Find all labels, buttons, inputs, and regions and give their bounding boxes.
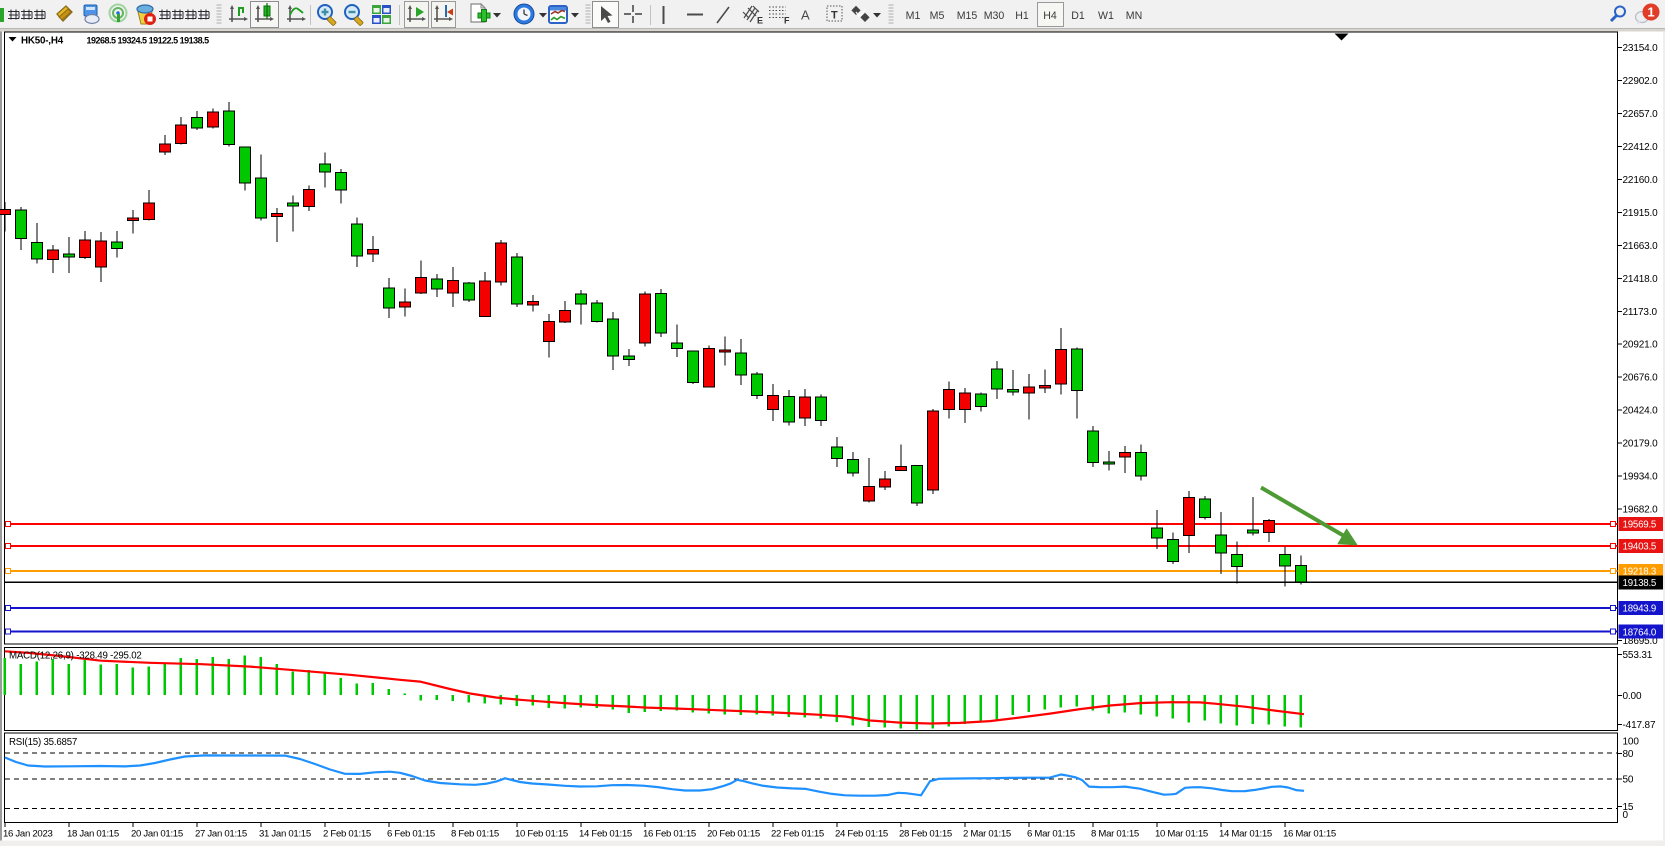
svg-text:0.00: 0.00: [1623, 691, 1642, 702]
svg-text:20424.0: 20424.0: [1623, 406, 1659, 417]
svg-text:M15: M15: [957, 10, 978, 22]
svg-text:19403.5: 19403.5: [1623, 542, 1657, 553]
svg-text:21915.0: 21915.0: [1623, 208, 1659, 219]
svg-text:20 Jan 01:15: 20 Jan 01:15: [131, 829, 183, 840]
svg-text:21418.0: 21418.0: [1623, 274, 1659, 285]
svg-text:8 Mar 01:15: 8 Mar 01:15: [1091, 829, 1139, 840]
svg-text:20179.0: 20179.0: [1623, 439, 1659, 450]
svg-text:28 Feb 01:15: 28 Feb 01:15: [899, 829, 952, 840]
svg-text:8 Feb 01:15: 8 Feb 01:15: [451, 829, 499, 840]
svg-text:22657.0: 22657.0: [1623, 109, 1659, 120]
svg-text:18 Jan 01:15: 18 Jan 01:15: [67, 829, 119, 840]
svg-text:A: A: [801, 8, 810, 23]
svg-text:D1: D1: [1071, 10, 1085, 22]
svg-text:20676.0: 20676.0: [1623, 373, 1659, 384]
svg-text:T: T: [831, 10, 838, 22]
svg-text:22 Feb 01:15: 22 Feb 01:15: [771, 829, 824, 840]
svg-text:-417.87: -417.87: [1623, 720, 1656, 731]
svg-text:19934.0: 19934.0: [1623, 472, 1659, 483]
svg-text:H4: H4: [1043, 10, 1057, 22]
svg-text:21173.0: 21173.0: [1623, 307, 1658, 318]
svg-text:M30: M30: [984, 10, 1005, 22]
svg-text:18764.0: 18764.0: [1623, 627, 1657, 638]
svg-text:0: 0: [1623, 810, 1629, 821]
svg-text:F: F: [784, 16, 790, 26]
svg-text:14 Mar 01:15: 14 Mar 01:15: [1219, 829, 1272, 840]
svg-text:2 Mar 01:15: 2 Mar 01:15: [963, 829, 1011, 840]
svg-text:E: E: [757, 16, 763, 26]
svg-text:24 Feb 01:15: 24 Feb 01:15: [835, 829, 888, 840]
svg-text:18695.0: 18695.0: [1623, 636, 1659, 647]
svg-text:RSI(15) 35.6857: RSI(15) 35.6857: [9, 737, 77, 748]
svg-text:19218.3: 19218.3: [1623, 567, 1657, 578]
svg-text:15: 15: [1623, 802, 1634, 813]
svg-text:31 Jan 01:15: 31 Jan 01:15: [259, 829, 311, 840]
svg-text:22902.0: 22902.0: [1623, 76, 1659, 87]
svg-text:6 Mar 01:15: 6 Mar 01:15: [1027, 829, 1075, 840]
svg-text:553.31: 553.31: [1623, 650, 1653, 661]
svg-text:HK50-,H4: HK50-,H4: [21, 35, 64, 46]
svg-text:M1: M1: [906, 10, 921, 22]
svg-text:16 Feb 01:15: 16 Feb 01:15: [643, 829, 696, 840]
svg-text:MN: MN: [1126, 10, 1142, 22]
svg-text:MACD(12,26,9) -328.49 -295.02: MACD(12,26,9) -328.49 -295.02: [9, 651, 142, 662]
svg-text:20 Feb 01:15: 20 Feb 01:15: [707, 829, 760, 840]
svg-text:50: 50: [1623, 775, 1634, 786]
svg-text:14 Feb 01:15: 14 Feb 01:15: [579, 829, 632, 840]
svg-text:80: 80: [1623, 749, 1634, 760]
svg-text:18943.9: 18943.9: [1623, 604, 1657, 615]
svg-text:M5: M5: [930, 10, 945, 22]
svg-text:1: 1: [1647, 5, 1654, 20]
svg-text:100: 100: [1623, 737, 1640, 748]
svg-text:21663.0: 21663.0: [1623, 241, 1659, 252]
svg-text:H1: H1: [1015, 10, 1029, 22]
svg-text:20921.0: 20921.0: [1623, 340, 1659, 351]
svg-text:16 Jan 2023: 16 Jan 2023: [3, 829, 53, 840]
svg-text:10 Mar 01:15: 10 Mar 01:15: [1155, 829, 1208, 840]
svg-text:19682.0: 19682.0: [1623, 505, 1659, 516]
svg-text:W1: W1: [1098, 10, 1114, 22]
svg-text:6 Feb 01:15: 6 Feb 01:15: [387, 829, 435, 840]
svg-text:22160.0: 22160.0: [1623, 175, 1659, 186]
svg-text:10 Feb 01:15: 10 Feb 01:15: [515, 829, 568, 840]
svg-text:19569.5: 19569.5: [1623, 520, 1657, 531]
svg-text:19268.5 19324.5 19122.5 19138.: 19268.5 19324.5 19122.5 19138.5: [87, 35, 210, 45]
svg-text:19138.5: 19138.5: [1623, 578, 1657, 589]
svg-text:27 Jan 01:15: 27 Jan 01:15: [195, 829, 247, 840]
svg-text:22412.0: 22412.0: [1623, 142, 1659, 153]
svg-text:16 Mar 01:15: 16 Mar 01:15: [1283, 829, 1336, 840]
svg-text:2 Feb 01:15: 2 Feb 01:15: [323, 829, 371, 840]
svg-text:23154.0: 23154.0: [1623, 43, 1659, 54]
